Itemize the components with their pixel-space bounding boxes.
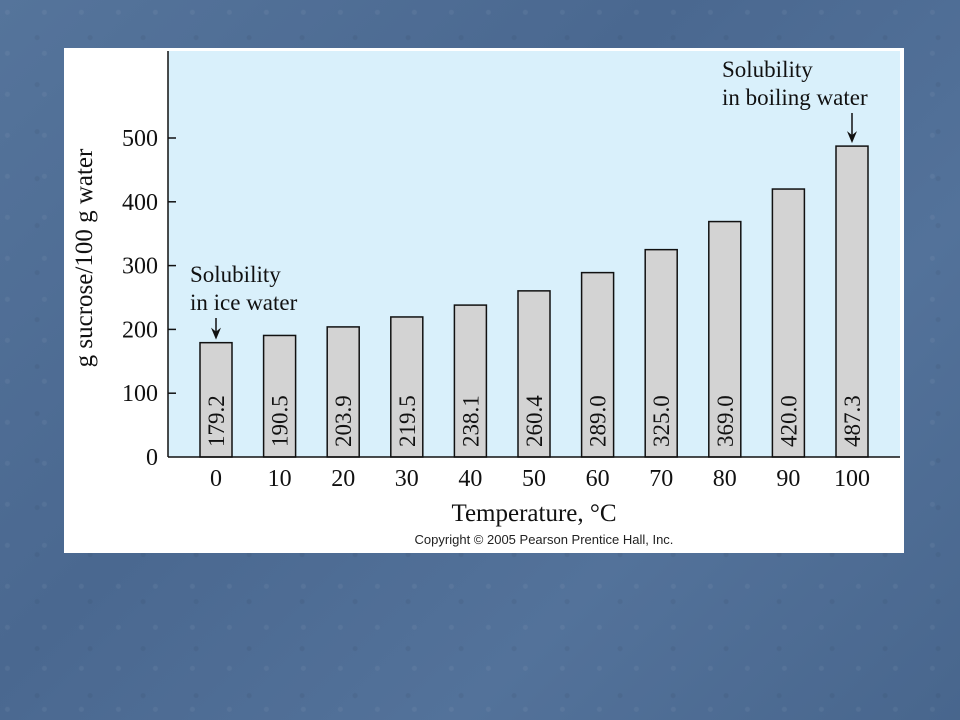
y-tick-label: 200 xyxy=(122,317,158,343)
bar xyxy=(644,248,678,458)
x-tick-label: 40 xyxy=(458,466,482,492)
solubility-bar-chart: 179.2 190.5 203.9 219.5 238.1 260.4 289.0 325.0… xyxy=(71,51,900,527)
y-tick-label: 0 xyxy=(146,445,158,471)
bar-value-label: 190.5 xyxy=(268,395,293,447)
bar-value-label: 203.9 xyxy=(331,395,356,447)
y-tick-label: 500 xyxy=(122,126,158,152)
bar xyxy=(771,188,806,458)
bar xyxy=(262,334,297,458)
x-tick-label: 100 xyxy=(834,466,870,492)
x-tick-label: 10 xyxy=(268,466,292,492)
y-tick-label: 400 xyxy=(122,190,158,216)
y-axis-title: g sucrose/100 g water xyxy=(71,148,98,367)
bar-value-label: 487.3 xyxy=(840,395,865,447)
y-tick-label: 100 xyxy=(122,381,158,407)
bar-value-label: 179.2 xyxy=(204,395,229,447)
bar-value-label: 238.1 xyxy=(458,395,483,447)
x-axis-title: Temperature, °C xyxy=(451,500,616,527)
x-tick-label: 60 xyxy=(586,466,610,492)
figure-panel: 179.2 190.5 203.9 219.5 238.1 260.4 289.0 325.0… xyxy=(64,48,904,553)
copyright-notice: Copyright © 2005 Pearson Prentice Hall, … xyxy=(414,532,674,547)
bar xyxy=(326,326,360,458)
bar-value-label: 325.0 xyxy=(649,395,674,447)
bar-value-label: 289.0 xyxy=(586,395,611,447)
x-tick-label: 50 xyxy=(522,466,546,492)
annotation-line: in ice water xyxy=(190,290,298,315)
annotation-arrowhead xyxy=(211,327,221,340)
annotation-line: Solubility xyxy=(190,262,281,287)
x-tick-label: 30 xyxy=(395,466,419,492)
annotation-line: in boiling water xyxy=(722,85,868,110)
bar-value-label: 369.0 xyxy=(713,395,738,447)
x-tick-label: 70 xyxy=(649,466,673,492)
x-tick-label: 80 xyxy=(713,466,737,492)
y-tick-label: 300 xyxy=(122,254,158,280)
annotation-arrowhead xyxy=(847,131,857,144)
annotation-line: Solubility xyxy=(722,57,813,82)
bar-value-label: 219.5 xyxy=(395,395,420,447)
bar xyxy=(580,271,615,458)
bar xyxy=(708,220,742,458)
x-tick-label: 90 xyxy=(776,466,800,492)
x-tick-label: 20 xyxy=(331,466,355,492)
x-tick-label: 0 xyxy=(210,466,222,492)
bar-value-label: 420.0 xyxy=(776,395,801,447)
bar-value-label: 260.4 xyxy=(522,395,547,447)
bar xyxy=(199,341,233,458)
